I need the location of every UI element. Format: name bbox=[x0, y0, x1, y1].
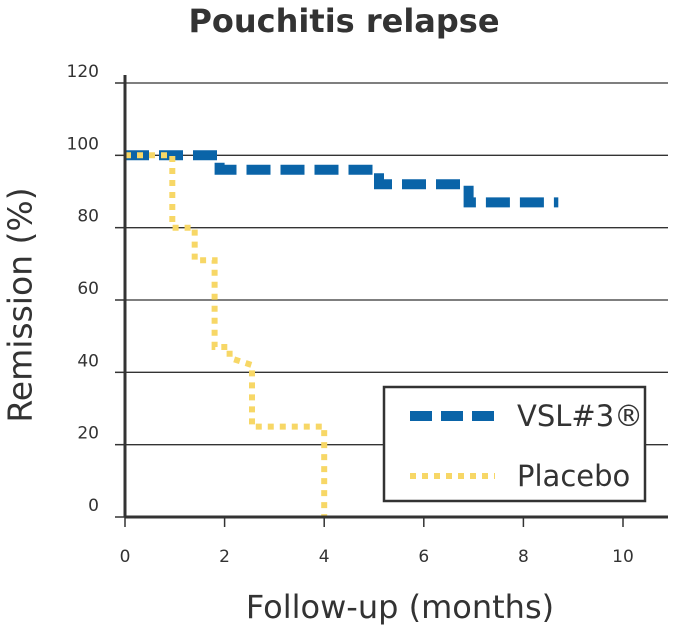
y-tick-label-0: 0 bbox=[88, 496, 99, 516]
y-tick-label-100: 100 bbox=[67, 134, 99, 154]
x-tick-label-4: 4 bbox=[319, 547, 330, 567]
series-line-vsl3 bbox=[125, 150, 559, 208]
x-tick-label-6: 6 bbox=[418, 547, 429, 567]
chart-title: Pouchitis relapse bbox=[188, 2, 500, 40]
legend-box bbox=[382, 385, 647, 503]
x-tick-label-10: 10 bbox=[612, 547, 634, 567]
y-tick-label-40: 40 bbox=[77, 351, 99, 371]
y-tick-label-120: 120 bbox=[67, 62, 99, 82]
x-tick-label-8: 8 bbox=[518, 547, 529, 567]
y-tick-label-80: 80 bbox=[77, 207, 99, 227]
series-line-placebo bbox=[125, 152, 328, 517]
x-tick-label-2: 2 bbox=[219, 547, 230, 567]
x-axis-label: Follow-up (months) bbox=[245, 588, 555, 626]
axes bbox=[123, 75, 668, 519]
series-lines bbox=[125, 150, 559, 517]
legend: VSL#3® Placebo bbox=[382, 385, 647, 503]
x-tick-label-0: 0 bbox=[120, 547, 131, 567]
legend-label-vsl3: VSL#3® bbox=[517, 399, 643, 433]
y-tick-label-60: 60 bbox=[77, 279, 99, 299]
legend-label-placebo: Placebo bbox=[517, 459, 630, 493]
axis-ticks: 0 20 40 60 80 100 120 0 2 4 6 8 10 bbox=[67, 62, 634, 567]
y-tick-label-20: 20 bbox=[77, 424, 99, 444]
